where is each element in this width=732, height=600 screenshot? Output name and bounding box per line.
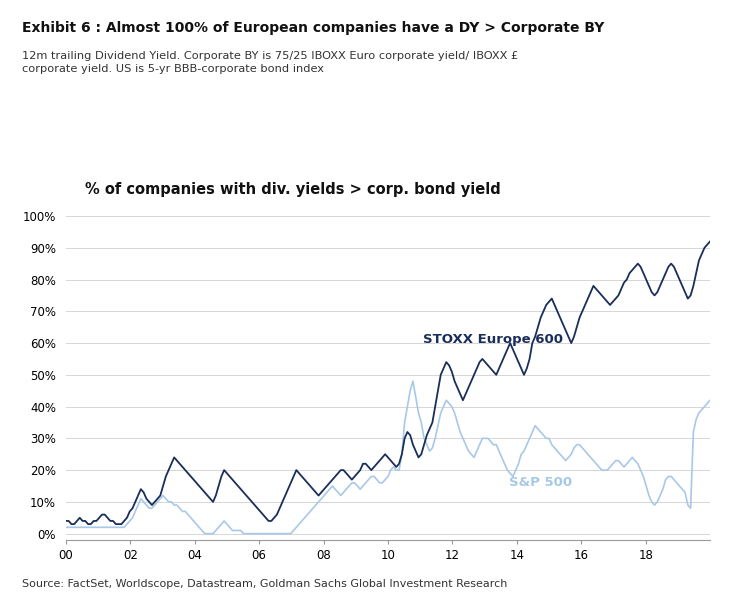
Text: Source: FactSet, Worldscope, Datastream, Goldman Sachs Global Investment Researc: Source: FactSet, Worldscope, Datastream,… <box>22 579 507 589</box>
Text: S&P 500: S&P 500 <box>509 476 572 489</box>
Text: % of companies with div. yields > corp. bond yield: % of companies with div. yields > corp. … <box>85 182 501 197</box>
Text: STOXX Europe 600: STOXX Europe 600 <box>423 333 563 346</box>
Text: 12m trailing Dividend Yield. Corporate BY is 75/25 IBOXX Euro corporate yield/ I: 12m trailing Dividend Yield. Corporate B… <box>22 51 518 74</box>
Text: Exhibit 6 : Almost 100% of European companies have a DY > Corporate BY: Exhibit 6 : Almost 100% of European comp… <box>22 21 605 35</box>
